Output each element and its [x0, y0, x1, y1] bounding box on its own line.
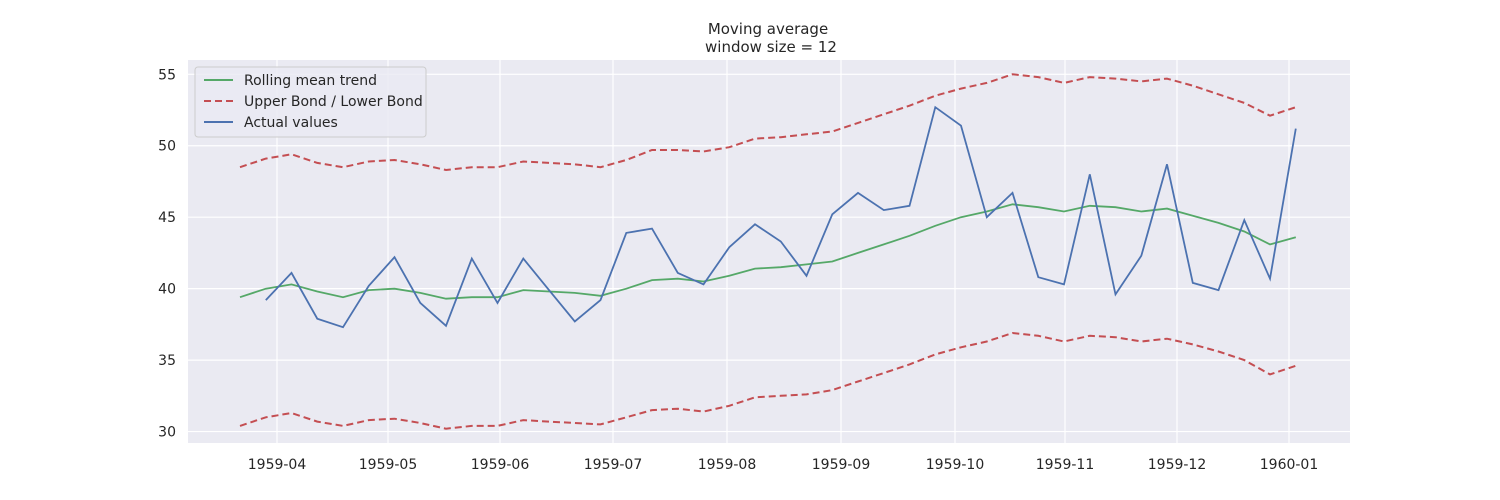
legend-label-bounds: Upper Bond / Lower Bond: [244, 94, 423, 110]
x-tick-label: 1959-06: [471, 457, 530, 473]
x-tick-label: 1959-05: [359, 457, 418, 473]
legend-box: [194, 66, 427, 138]
x-axis-ticks: 1959-04 1959-05 1959-06 1959-07 1959-08 1959-…: [248, 457, 1319, 473]
series-line-lower-bond: [239, 331, 1297, 430]
y-axis-ticks: 30 35 40 45 50 55: [158, 67, 176, 440]
series-line-rolling-mean: [239, 203, 1297, 300]
x-tick-label: 1959-08: [698, 457, 757, 473]
y-tick-label: 40: [158, 282, 176, 298]
y-tick-label: 55: [158, 67, 176, 83]
chart-title: Moving average: [708, 20, 828, 38]
series-line-upper-bond: [239, 73, 1297, 172]
series-line-actual-values: [265, 105, 1297, 329]
series-layer: [239, 73, 1297, 430]
legend: Rolling mean trend Upper Bond / Lower Bo…: [194, 66, 427, 138]
x-tick-label: 1960-01: [1260, 457, 1319, 473]
legend-label-rolling-mean: Rolling mean trend: [244, 73, 377, 89]
x-tick-label: 1959-09: [812, 457, 871, 473]
x-tick-label: 1959-10: [926, 457, 985, 473]
y-tick-label: 50: [158, 139, 176, 155]
y-tick-label: 30: [158, 425, 176, 441]
y-tick-label: 45: [158, 210, 176, 226]
y-tick-label: 35: [158, 353, 176, 369]
x-tick-label: 1959-12: [1148, 457, 1207, 473]
x-tick-label: 1959-11: [1036, 457, 1095, 473]
x-tick-label: 1959-04: [248, 457, 307, 473]
legend-label-actual: Actual values: [244, 115, 338, 131]
x-tick-label: 1959-07: [584, 457, 643, 473]
chart-subtitle: window size = 12: [705, 38, 837, 56]
